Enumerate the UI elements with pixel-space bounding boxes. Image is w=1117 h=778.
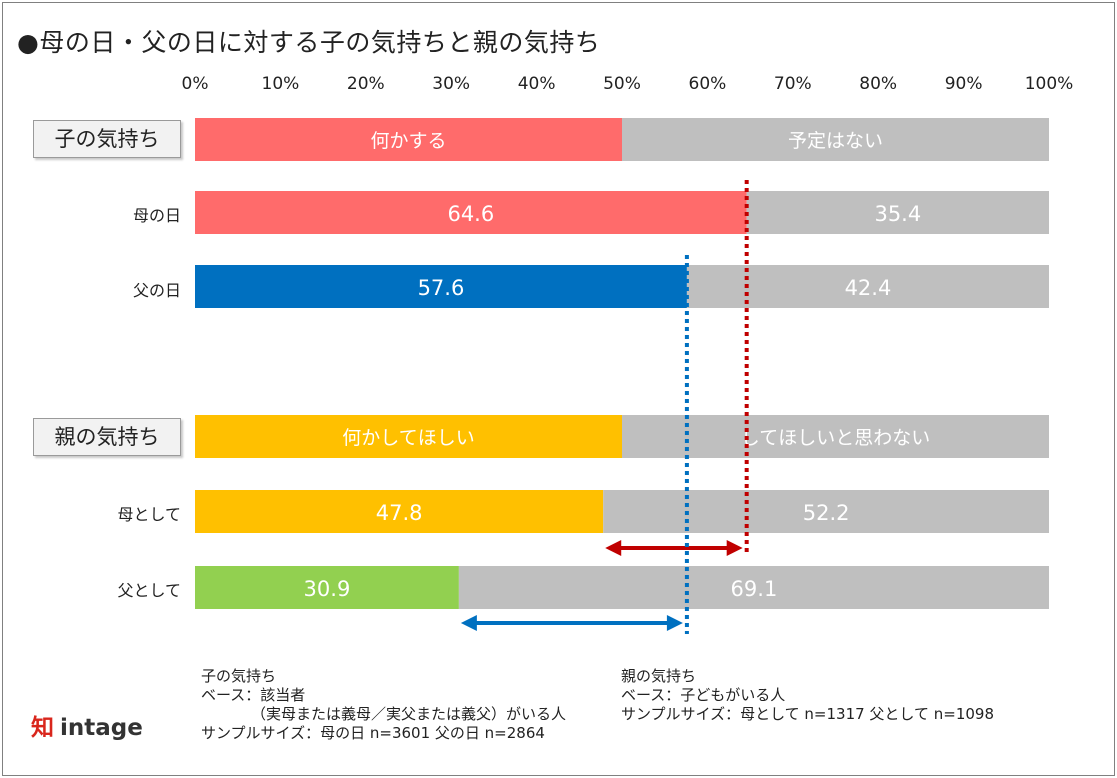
bar-value-label: 30.9 <box>304 577 351 601</box>
axis-tick-label: 80% <box>859 74 897 94</box>
gap-arrow-head-right <box>666 615 683 631</box>
axis-tick-label: 70% <box>774 74 812 94</box>
chart-title: ●母の日・父の日に対する子の気持ちと親の気持ち <box>17 28 601 57</box>
bar-value <box>195 566 459 609</box>
bar-rest <box>458 566 1049 609</box>
row-label-as-mother: 母として <box>117 505 181 524</box>
gap-arrow-head-left <box>460 615 477 631</box>
axis-tick-label: 90% <box>945 74 983 94</box>
bar-value-label: 47.8 <box>376 501 423 525</box>
legend-label-yes: 何かする <box>370 130 446 152</box>
intage-logo: 知 intage <box>31 708 143 742</box>
bar-rest-label: 52.2 <box>803 501 850 525</box>
axis-tick-label: 40% <box>518 74 556 94</box>
axis-tick-label: 100% <box>1025 74 1074 94</box>
bar-rest-label: 42.4 <box>845 276 892 300</box>
bar-rest <box>603 490 1049 533</box>
axis-tick-label: 50% <box>603 74 641 94</box>
legend-bar-yes <box>195 415 622 458</box>
bar-value <box>195 191 747 234</box>
notes-parent-title: 親の気持ち <box>621 667 697 685</box>
notes-parent-base: ベース：子どもがいる人 <box>621 686 786 704</box>
bar-rest <box>746 191 1049 234</box>
notes-child-sample: サンプルサイズ：母の日 n=3601 父の日 n=2864 <box>201 724 545 742</box>
bar-value <box>195 265 687 308</box>
notes-parent: 親の気持ち ベース：子どもがいる人 サンプルサイズ：母として n=1317 父と… <box>621 667 994 724</box>
axis-tick-label: 0% <box>182 74 209 94</box>
axis-tick-label: 20% <box>347 74 385 94</box>
axis-tick-label: 30% <box>432 74 470 94</box>
legend-bar-no <box>622 118 1049 161</box>
notes-child-title: 子の気持ち <box>201 667 277 685</box>
stacked-bar-chart: 0% 10% 20% 30% 40% 50% 60% 70% 80% 90% 100% 何かする 予定は… <box>182 74 1074 634</box>
notes-parent-sample: サンプルサイズ：母として n=1317 父として n=1098 <box>621 705 995 723</box>
notes-child-base: ベース：該当者 <box>201 686 306 704</box>
gap-arrow-head-left <box>605 540 622 556</box>
bar-rest-label: 69.1 <box>731 577 778 601</box>
row-label-mothers-day: 母の日 <box>132 206 181 225</box>
legend-bar-no <box>622 415 1049 458</box>
section-label-parent: 親の気持ち <box>33 418 181 456</box>
notes-child: 子の気持ち ベース：該当者 （実母または義母／実父または義父）がいる人 サンプル… <box>201 667 566 743</box>
logo-mark-icon: 知 <box>31 715 54 741</box>
row-label-as-father: 父として <box>117 581 181 600</box>
legend-label-yes: 何かしてほしい <box>342 427 474 449</box>
notes-child-base-detail: （実母または義母／実父または義父）がいる人 <box>251 705 567 723</box>
logo-text: intage <box>60 715 143 741</box>
axis-tick-label: 60% <box>689 74 727 94</box>
legend-bar-yes <box>195 118 622 161</box>
legend-label-no: してほしいと思わない <box>741 427 930 449</box>
gap-arrow-head-right <box>726 540 743 556</box>
bar-value <box>195 490 604 533</box>
section-label-child: 子の気持ち <box>33 120 181 158</box>
bar-value-label: 57.6 <box>418 276 465 300</box>
bar-value-label: 64.6 <box>447 202 494 226</box>
legend-label-no: 予定はない <box>788 130 883 152</box>
row-label-fathers-day: 父の日 <box>132 281 181 300</box>
bar-rest-label: 35.4 <box>874 202 921 226</box>
axis-tick-label: 10% <box>262 74 300 94</box>
